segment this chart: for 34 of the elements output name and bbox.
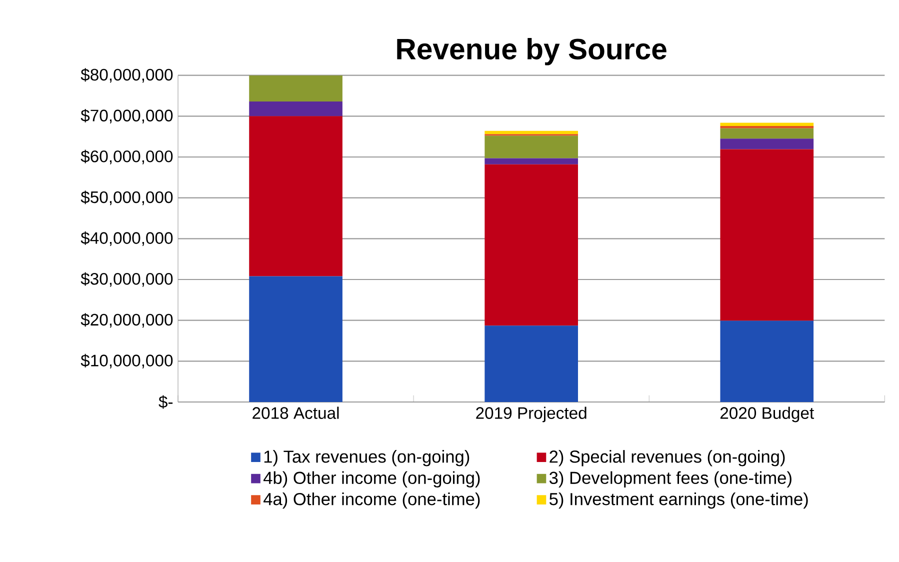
legend-label: 4a) Other income (one-time) [263, 492, 480, 509]
y-tick-label: $- [158, 395, 173, 409]
legend-label: 1) Tax revenues (on-going) [264, 450, 470, 466]
y-tick-label: $80,000,000 [80, 68, 173, 83]
bar [249, 101, 342, 116]
legend-label: 4b) Other income (on-going) [263, 471, 480, 488]
bar [720, 149, 814, 321]
x-tick-label: 2018 Actual [252, 406, 339, 419]
y-tick-label: $50,000,000 [80, 190, 173, 206]
bar [720, 126, 814, 128]
y-tick-label: $30,000,000 [80, 272, 173, 287]
chart-title: Revenue by Source [397, 38, 666, 66]
bar [249, 75, 342, 102]
bar [484, 326, 578, 402]
bar [720, 320, 814, 402]
legend-label: 5) Investment earnings (one-time) [550, 492, 808, 509]
y-tick-label: $10,000,000 [80, 354, 173, 368]
legend-label: 3) Development fees (one-time) [549, 471, 792, 488]
x-tick-label: 2019 Projected [476, 406, 586, 422]
bar [249, 116, 342, 276]
legend-label: 2) Special revenues (on-going) [550, 450, 785, 466]
bar [249, 276, 342, 402]
x-tick-label: 2020 Budget [720, 406, 814, 422]
y-tick-label: $20,000,000 [80, 313, 173, 328]
bar [720, 138, 814, 150]
bar [720, 122, 814, 126]
bar [720, 128, 814, 139]
bar [484, 164, 578, 326]
bar [484, 130, 578, 134]
y-tick-label: $60,000,000 [80, 150, 173, 164]
y-tick-label: $40,000,000 [80, 231, 173, 246]
y-tick-label: $70,000,000 [80, 108, 173, 124]
bar [484, 158, 578, 164]
bar [484, 136, 578, 158]
